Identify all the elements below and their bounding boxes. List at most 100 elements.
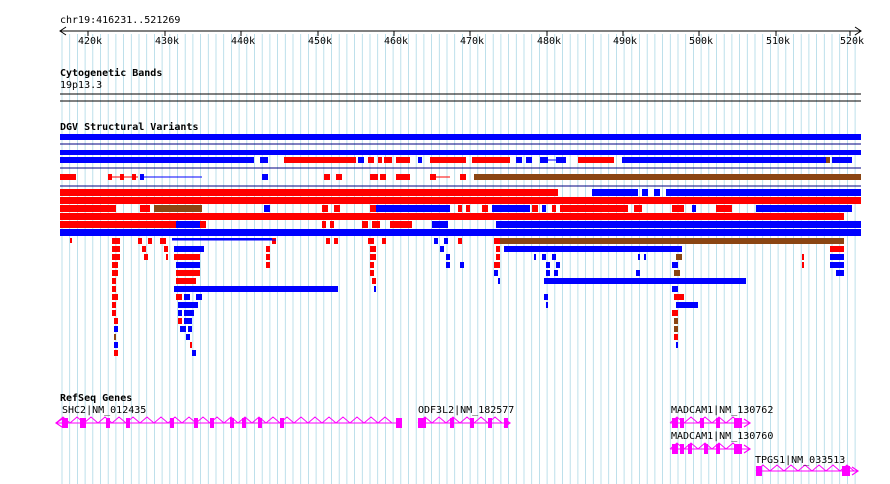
dgv-variant-bar[interactable] [674,318,678,324]
dgv-variant-bar[interactable] [112,262,118,268]
dgv-variant-bar[interactable] [368,157,374,163]
gene-model[interactable] [54,416,402,428]
dgv-variant-bar[interactable] [368,238,374,244]
dgv-variant-bar[interactable] [112,270,118,276]
dgv-variant-bar[interactable] [434,238,438,244]
dgv-variant-bar[interactable] [430,157,466,163]
dgv-variant-bar[interactable] [830,262,844,268]
dgv-variant-bar[interactable] [112,286,116,292]
dgv-variant-bar[interactable] [142,246,146,252]
dgv-variant-bar[interactable] [674,246,682,252]
dgv-variant-bar[interactable] [176,294,182,300]
dgv-variant-bar[interactable] [672,262,678,268]
dgv-variant-bar[interactable] [176,270,200,276]
dgv-variant-bar[interactable] [370,270,374,276]
dgv-variant-bar[interactable] [634,205,642,212]
dgv-variant-bar[interactable] [378,157,382,163]
dgv-variant-bar[interactable] [496,254,500,260]
dgv-variant-bar[interactable] [544,278,746,284]
dgv-variant-bar[interactable] [324,174,330,180]
dgv-variant-bar[interactable] [60,134,861,140]
dgv-variant-bar[interactable] [802,254,804,260]
dgv-variant-bar[interactable] [266,246,270,252]
dgv-variant-bar[interactable] [578,157,614,163]
dgv-variant-bar[interactable] [542,254,546,260]
dgv-variant-bar[interactable] [830,254,844,260]
dgv-variant-bar[interactable] [638,254,640,260]
dgv-variant-bar[interactable] [542,205,546,212]
dgv-variant-bar[interactable] [498,278,500,284]
dgv-variant-bar[interactable] [184,294,190,300]
dgv-variant-bar[interactable] [390,221,412,228]
dgv-variant-bar[interactable] [264,205,270,212]
dgv-variant-bar[interactable] [372,221,380,228]
dgv-variant-bar[interactable] [674,334,678,340]
dgv-variant-bar[interactable] [188,326,192,332]
dgv-variant-bar[interactable] [370,262,374,268]
dgv-variant-bar[interactable] [160,238,166,244]
gene-label-shc2[interactable]: SHC2|NM_012435 [62,405,147,416]
dgv-variant-bar[interactable] [60,221,176,228]
dgv-variant-bar[interactable] [184,310,194,316]
dgv-variant-bar[interactable] [492,205,530,212]
dgv-variant-bar[interactable] [266,254,270,260]
dgv-variant-bar[interactable] [676,342,678,348]
dgv-variant-bar[interactable] [756,205,852,212]
dgv-variant-bar[interactable] [666,189,861,196]
dgv-variant-bar[interactable] [384,157,392,163]
dgv-variant-bar[interactable] [636,270,640,276]
dgv-variant-bar[interactable] [396,174,410,180]
dgv-variant-bar[interactable] [458,205,462,212]
dgv-variant-bar[interactable] [60,197,861,204]
dgv-variant-bar[interactable] [322,205,328,212]
dgv-variant-bar[interactable] [266,262,270,268]
dgv-variant-bar[interactable] [460,262,464,268]
dgv-variant-bar[interactable] [262,174,268,180]
dgv-variant-bar[interactable] [370,174,378,180]
dgv-variant-bar[interactable] [532,205,538,212]
dgv-variant-bar[interactable] [672,205,684,212]
dgv-variant-bar[interactable] [380,174,386,180]
dgv-variant-bar[interactable] [516,157,522,163]
gene-label-madcam1-b[interactable]: MADCAM1|NM_130760 [671,431,774,442]
dgv-variant-bar[interactable] [382,238,386,244]
dgv-variant-bar[interactable] [112,246,120,252]
dgv-variant-bar[interactable] [372,278,376,284]
dgv-variant-bar[interactable] [334,205,340,212]
dgv-variant-bar[interactable] [60,157,254,163]
dgv-variant-bar[interactable] [272,238,276,244]
dgv-variant-bar[interactable] [326,238,330,244]
gene-model[interactable] [417,416,512,428]
dgv-variant-bar[interactable] [540,157,548,163]
dgv-variant-bar[interactable] [138,238,142,244]
dgv-variant-bar[interactable] [112,310,116,316]
gene-model[interactable] [669,416,752,428]
dgv-variant-bar[interactable] [832,157,852,163]
dgv-variant-bar[interactable] [504,246,674,252]
dgv-variant-bar[interactable] [444,238,448,244]
dgv-variant-bar[interactable] [674,326,678,332]
dgv-variant-bar[interactable] [114,334,116,340]
dgv-variant-bar[interactable] [376,205,450,212]
dgv-variant-bar[interactable] [174,246,204,252]
dgv-variant-bar[interactable] [176,278,196,284]
dgv-variant-bar[interactable] [496,246,500,252]
dgv-variant-bar[interactable] [358,157,364,163]
dgv-variant-bar[interactable] [60,205,116,212]
dgv-variant-bar[interactable] [716,205,732,212]
dgv-variant-bar[interactable] [334,238,338,244]
dgv-variant-bar[interactable] [112,254,120,260]
dgv-variant-bar[interactable] [322,221,326,228]
dgv-variant-bar[interactable] [494,262,500,268]
dgv-variant-bar[interactable] [622,157,826,163]
dgv-variant-bar[interactable] [164,246,168,252]
dgv-variant-bar[interactable] [190,342,192,348]
dgv-variant-bar[interactable] [672,286,678,292]
dgv-variant-bar[interactable] [370,246,376,252]
dgv-variant-bar[interactable] [466,205,470,212]
dgv-variant-bar[interactable] [446,254,450,260]
dgv-variant-bar[interactable] [674,294,684,300]
dgv-variant-bar[interactable] [184,318,192,324]
dgv-variant-bar[interactable] [336,174,342,180]
dgv-variant-bar[interactable] [460,174,466,180]
